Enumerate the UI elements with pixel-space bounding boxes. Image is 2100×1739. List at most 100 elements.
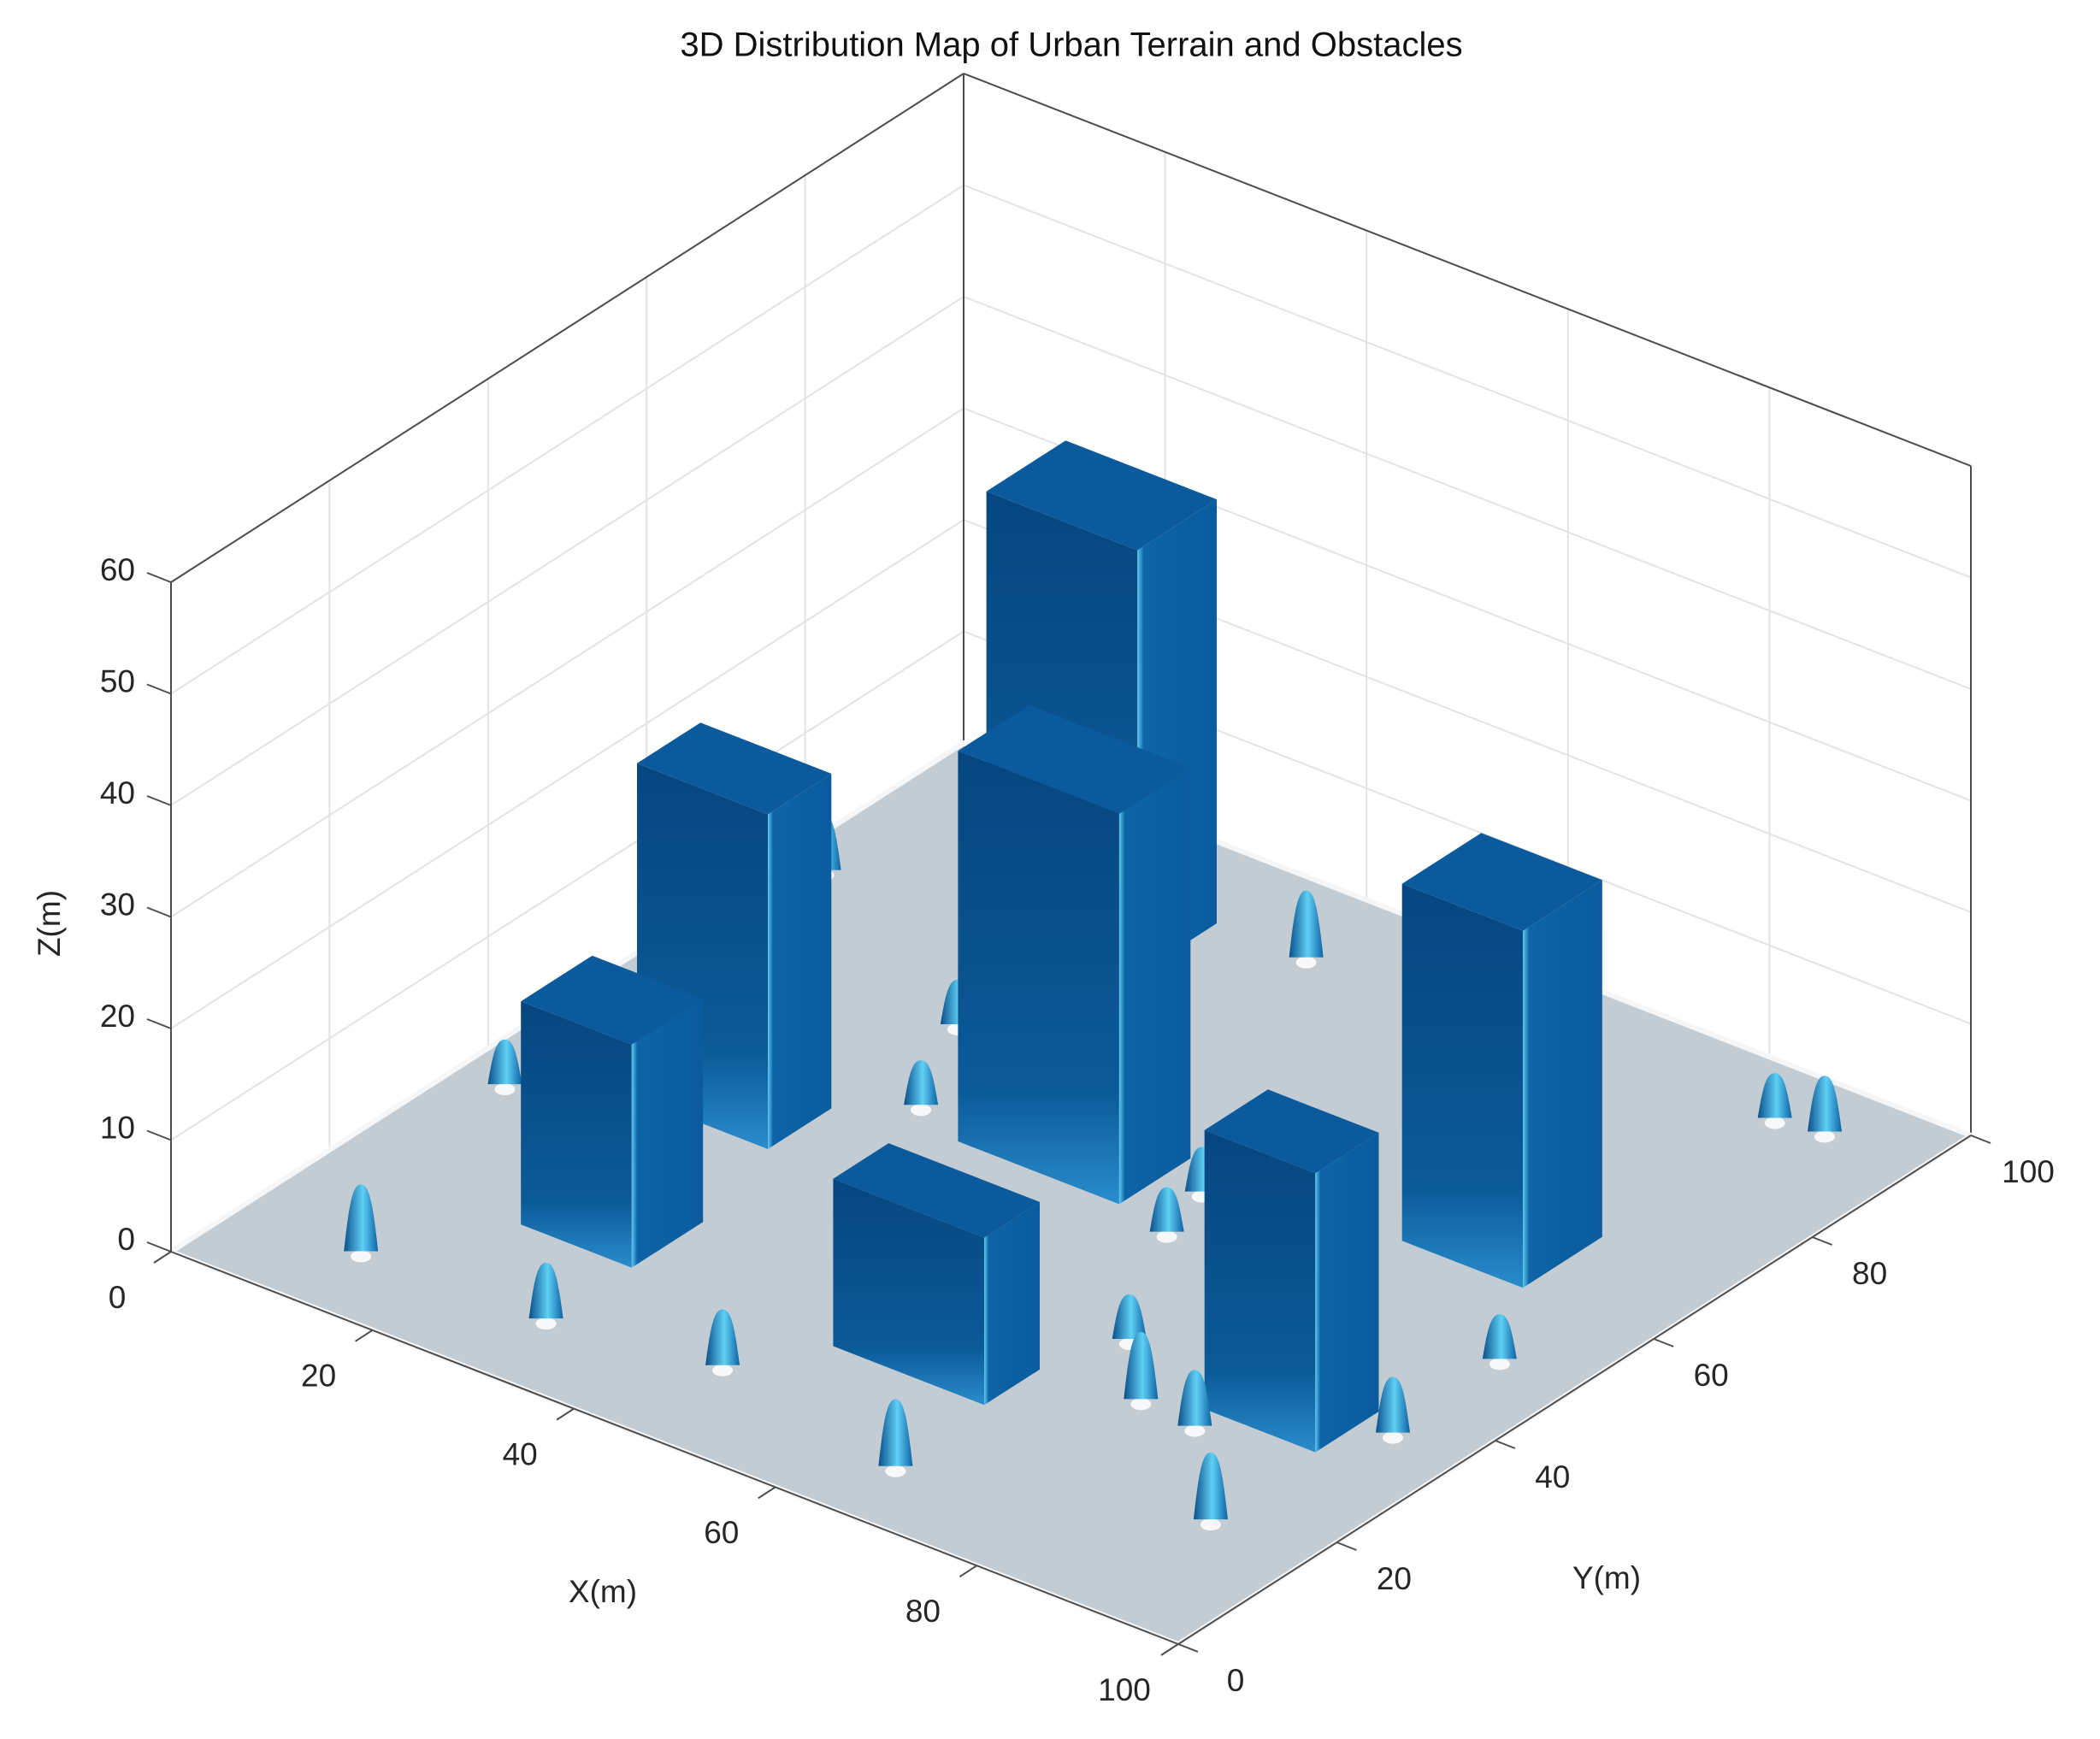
building-left-face (833, 1178, 985, 1406)
cone-obstacle (1112, 1294, 1147, 1340)
chart-title: 3D Distribution Map of Urban Terrain and… (680, 27, 1462, 64)
y-tick-label: 20 (1377, 1561, 1412, 1596)
building-roof (1401, 833, 1602, 931)
cone-obstacle (1149, 1187, 1184, 1232)
grid-line (170, 296, 964, 806)
cone-obstacle (487, 1039, 522, 1085)
cone-obstacle (1808, 1076, 1843, 1132)
cone-obstacle (1757, 1073, 1792, 1118)
building-right-face (768, 773, 832, 1149)
building-left-face (521, 1001, 632, 1268)
building-left-face (958, 751, 1119, 1205)
x-tick-label: 40 (503, 1436, 538, 1471)
cone-obstacle (1376, 1376, 1411, 1433)
x-tick-label: 60 (704, 1515, 739, 1550)
z-axis-label: Z(m) (32, 890, 67, 957)
obstacle-base-glow (1383, 1431, 1404, 1444)
obstacle-base-glow (1130, 1398, 1152, 1411)
obstacle-base-glow (712, 1364, 734, 1376)
building-roof (833, 1143, 1040, 1238)
x-tick-label: 100 (1098, 1672, 1151, 1707)
grid-line (170, 407, 964, 918)
y-tick (1970, 1135, 1991, 1144)
y-tick-label: 60 (1694, 1358, 1729, 1393)
building-roof (1204, 1089, 1379, 1174)
z-tick (146, 906, 172, 918)
z-tick (146, 1018, 172, 1029)
y-tick (1336, 1542, 1357, 1551)
y-tick (1812, 1236, 1832, 1246)
building-roof (986, 440, 1217, 551)
y-tick (1495, 1440, 1516, 1449)
cone-obstacle (705, 1309, 740, 1365)
grid-line (170, 519, 964, 1029)
obstacle-base-glow (1156, 1230, 1177, 1243)
building-roof (521, 955, 704, 1045)
obstacle-base-glow (351, 1250, 372, 1263)
obstacle-base-glow (535, 1318, 557, 1330)
axis-box-edge (963, 73, 1972, 467)
x-tick-label: 80 (905, 1594, 941, 1629)
y-tick-label: 0 (1227, 1663, 1245, 1698)
building-right-face (1118, 768, 1191, 1205)
x-tick-label: 0 (109, 1280, 127, 1315)
cone-obstacle (878, 1399, 913, 1466)
obstacle-base-glow (1295, 956, 1317, 969)
cone-obstacle (1289, 890, 1324, 958)
building-left-face (1401, 883, 1524, 1288)
x-tick (153, 1251, 172, 1264)
x-tick (556, 1407, 575, 1421)
x-axis-label: X(m) (569, 1574, 637, 1609)
obstacle-base-glow (1764, 1117, 1785, 1129)
z-tick-label: 30 (100, 887, 135, 922)
grid-line (963, 184, 1972, 579)
building-right-face (1315, 1132, 1379, 1453)
axis-box-edge (170, 73, 964, 583)
cone-obstacle (1177, 1370, 1212, 1426)
x-axis-line (170, 1251, 1179, 1645)
z-tick-label: 40 (100, 775, 135, 811)
obstacle-base-glow (1184, 1424, 1206, 1437)
y-axis-line (1177, 1135, 1972, 1645)
z-tick-label: 0 (117, 1222, 135, 1257)
x-tick (1160, 1643, 1179, 1656)
building-roof (637, 722, 832, 815)
obstacle-base-glow (1489, 1358, 1510, 1371)
z-tick-label: 50 (100, 663, 135, 699)
z-tick (146, 683, 172, 695)
cone-obstacle (528, 1262, 563, 1319)
grid-line (963, 296, 1972, 690)
grid-line (170, 184, 964, 695)
building-right-face (984, 1201, 1040, 1406)
z-tick-label: 60 (100, 552, 135, 587)
z-tick-label: 20 (100, 999, 135, 1034)
obstacle-base-glow (494, 1083, 516, 1096)
x-tick (959, 1565, 977, 1578)
z-tick (146, 572, 172, 583)
x-tick (758, 1486, 776, 1500)
x-tick-label: 20 (301, 1359, 336, 1394)
y-tick-label: 40 (1535, 1459, 1570, 1494)
z-tick-label: 10 (100, 1110, 135, 1145)
obstacle-base-glow (911, 1104, 932, 1117)
cone-obstacle (904, 1060, 939, 1105)
z-tick (146, 1129, 172, 1141)
z-tick (146, 1241, 172, 1253)
y-tick-label: 100 (2002, 1154, 2055, 1189)
building-roof (958, 704, 1191, 814)
obstacle-base-glow (1200, 1518, 1221, 1531)
cone-obstacle (344, 1184, 379, 1252)
building-right-face (1523, 880, 1602, 1288)
y-axis-label: Y(m) (1572, 1560, 1641, 1595)
obstacle-base-glow (1814, 1130, 1836, 1143)
y-tick (1177, 1643, 1199, 1653)
cone-obstacle (1482, 1314, 1517, 1359)
obstacle-base-glow (885, 1465, 906, 1477)
y-tick-label: 80 (1852, 1256, 1887, 1291)
grid-line (170, 630, 964, 1141)
z-tick (146, 795, 172, 806)
cone-obstacle (1124, 1332, 1159, 1400)
x-tick (355, 1329, 374, 1342)
cone-obstacle (1193, 1452, 1228, 1520)
